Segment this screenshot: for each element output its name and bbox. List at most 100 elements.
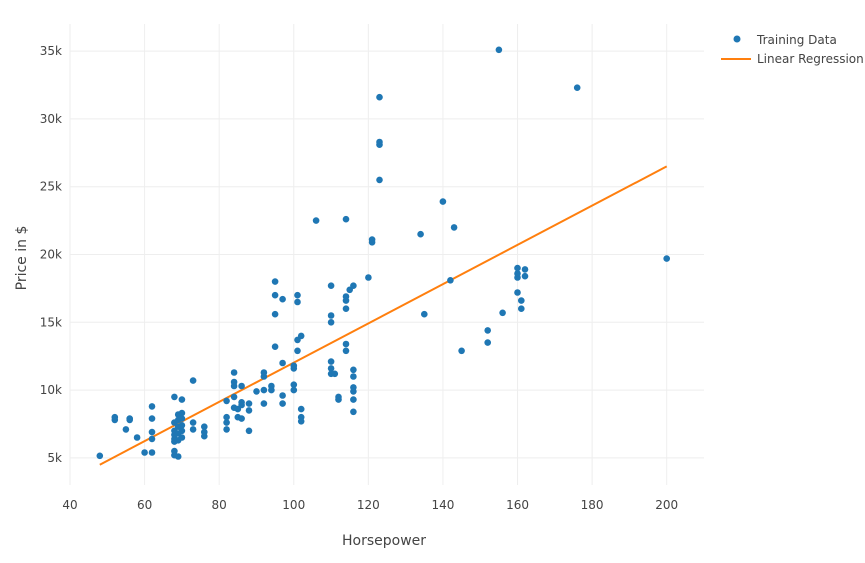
x-tick-label: 60 [137,498,152,512]
y-tick-label: 25k [40,180,62,194]
data-point [417,230,424,238]
data-point [290,386,298,394]
data-point [268,382,275,390]
x-axis-title: Horsepower [342,533,426,549]
data-point [178,422,186,429]
data-point [350,373,357,380]
data-point [350,408,357,416]
data-point [421,310,428,318]
data-point [96,452,104,460]
data-point [458,347,465,355]
data-point [253,388,260,395]
data-point [238,415,245,422]
data-point [178,396,186,403]
data-point [514,289,521,296]
data-point [260,369,268,376]
data-point [312,217,320,224]
data-point [178,434,186,441]
data-point [148,415,156,422]
data-point [148,435,156,443]
data-point [141,449,148,456]
data-point [342,305,350,313]
data-point [484,327,492,334]
data-point [279,392,286,399]
x-tick-label: 200 [655,498,678,512]
data-point [111,413,119,421]
legend-marker-training-data [733,35,741,43]
data-point [368,236,376,243]
data-point [290,362,298,370]
data-point [521,266,529,273]
data-point [171,393,178,401]
data-point [342,347,350,355]
x-tick-label: 180 [581,498,604,512]
data-point [238,399,245,406]
data-point [260,386,268,394]
data-point [126,415,133,422]
data-point [450,224,458,231]
data-point [294,347,301,355]
data-point [279,295,286,303]
data-point [223,413,230,421]
data-point [495,46,503,54]
data-point [518,305,525,313]
x-tick-label: 80 [212,498,227,512]
data-point [521,272,529,280]
data-point [499,309,506,317]
data-point [350,366,357,374]
data-point [260,400,268,407]
data-point [331,370,339,378]
data-point [327,365,335,372]
data-point [189,419,197,426]
data-point [271,343,279,351]
data-point [148,449,156,456]
data-point [376,138,383,146]
y-tick-label: 5k [47,451,62,465]
data-point [238,382,245,390]
legend-label-training-data: Training Data [756,33,837,47]
data-point [230,393,238,401]
data-point [201,423,208,431]
y-tick-label: 10k [40,383,62,397]
data-point [245,407,253,414]
x-tick-label: 140 [431,498,454,512]
data-point [514,270,521,277]
data-point [376,93,383,101]
data-point [279,359,286,367]
data-point [223,426,230,433]
grid-lines [69,24,704,485]
data-point [189,377,197,384]
data-point [178,427,186,435]
x-tick-label: 40 [62,498,77,512]
data-point [271,310,279,318]
data-point [133,434,141,441]
data-point [573,84,581,91]
data-point [171,447,178,455]
data-point [297,405,305,413]
data-point [279,400,286,407]
data-point [327,282,335,290]
data-point [335,393,342,401]
data-point [342,340,350,348]
legend: Training Data Linear Regression [721,33,864,66]
data-point [447,277,454,284]
data-point [350,282,357,290]
y-axis-title: Price in $ [14,226,30,291]
scatter-points-layer [96,46,670,460]
regression-line [99,165,668,466]
y-tick-label: 30k [40,112,62,126]
data-point [223,419,230,426]
data-point [122,426,130,433]
data-point [178,409,186,417]
data-point [245,427,253,435]
data-point [365,274,372,281]
data-point [342,215,350,223]
y-tick-label: 15k [40,315,62,329]
data-point [342,293,350,300]
data-point [290,381,298,389]
x-tick-label: 100 [282,498,305,512]
data-point [294,291,301,299]
data-point [245,400,253,407]
data-point [484,339,492,346]
